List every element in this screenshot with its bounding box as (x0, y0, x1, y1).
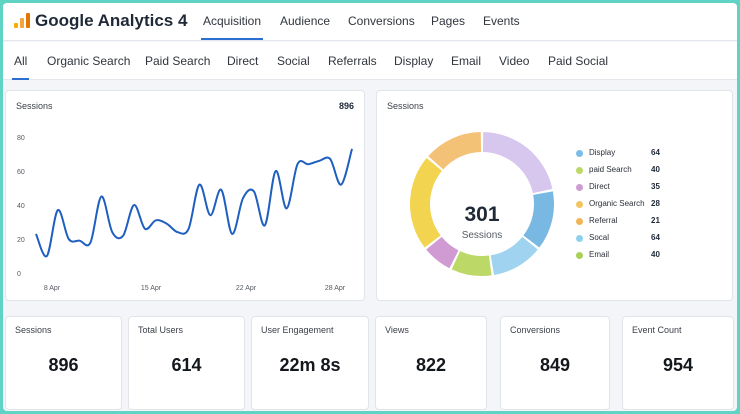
metric-value: 22m 8s (279, 355, 341, 375)
metric-label: User Engagement (261, 325, 334, 335)
metric-value: 849 (539, 355, 571, 375)
metric-label: Total Users (138, 325, 184, 335)
app-title: Google Analytics 4 (35, 11, 188, 30)
donut-slice-referral (426, 236, 459, 269)
tab-acquisition[interactable]: Acquisition (200, 14, 264, 40)
metric-card-sessions: Sessions 896 (5, 316, 122, 410)
sessions-donut-card: Sessions 301 Sessions Display 64 paid Sear… (376, 90, 733, 301)
legend-value: 21 (651, 216, 660, 225)
filter-video[interactable]: Video (499, 54, 530, 68)
legend-swatch (576, 235, 583, 242)
legend-value: 40 (651, 165, 660, 174)
line-card-title: Sessions (16, 101, 53, 111)
filter-paid-social[interactable]: Paid Social (548, 54, 609, 68)
legend-swatch (576, 150, 583, 157)
legend-value: 28 (651, 199, 660, 208)
legend-swatch (576, 167, 583, 174)
legend-label: Referral (589, 216, 618, 225)
filter-paid-search[interactable]: Paid Search (145, 54, 211, 68)
metric-card-conversions: Conversions 849 (500, 316, 610, 410)
legend-item: Socal 64 (576, 232, 706, 246)
legend-swatch (576, 201, 583, 208)
legend-value: 64 (651, 148, 660, 157)
metric-value: 954 (662, 355, 694, 375)
y-tick-label: 60 (17, 169, 25, 176)
x-tick-label: 15 Apr (141, 285, 162, 292)
y-tick-label: 40 (17, 203, 25, 210)
legend-item: Referral 21 (576, 215, 706, 229)
legend-swatch (576, 184, 583, 191)
filter-direct[interactable]: Direct (227, 54, 259, 68)
donut-slice-direct (490, 236, 538, 275)
metric-label: Views (385, 325, 409, 335)
legend-label: Display (589, 148, 616, 157)
tab-audience[interactable]: Audience (280, 14, 331, 28)
metric-label: Sessions (15, 325, 52, 335)
filter-all[interactable]: All (11, 54, 30, 80)
donut-card-title: Sessions (387, 101, 424, 111)
filter-email[interactable]: Email (451, 54, 482, 68)
tab-pages[interactable]: Pages (431, 14, 466, 28)
sessions-series-line (35, 148, 353, 258)
legend-value: 40 (651, 250, 660, 259)
legend-item: paid Search 40 (576, 164, 706, 178)
donut-center-value: 301 (464, 203, 500, 226)
legend-label: Organic Search (589, 199, 645, 208)
legend-value: 35 (651, 182, 660, 191)
donut-slice-email (428, 132, 482, 170)
sessions-line-chart: 0 20 40 60 80 8 Apr 15 Apr 22 Apr 28 Apr (17, 135, 353, 292)
legend-swatch (576, 252, 583, 259)
metric-label: Conversions (510, 325, 561, 335)
metric-value: 614 (171, 355, 202, 375)
sessions-line-card: Sessions 896 0 20 40 60 80 8 Apr 15 Apr 22 Apr 2… (5, 90, 365, 301)
y-tick-label: 0 (17, 271, 21, 278)
filter-organic-search[interactable]: Organic Search (47, 54, 131, 68)
x-tick-label: 28 Apr (325, 285, 346, 292)
legend-item: Organic Search 28 (576, 198, 706, 212)
filter-social[interactable]: Social (277, 54, 310, 68)
tab-events[interactable]: Events (483, 14, 520, 28)
legend-item: Display 64 (576, 147, 706, 161)
donut-slice-socal (410, 158, 442, 248)
y-tick-label: 80 (17, 135, 25, 142)
tab-conversions[interactable]: Conversions (348, 14, 415, 28)
legend-value: 64 (651, 233, 660, 242)
y-tick-label: 20 (17, 237, 25, 244)
metric-label: Event Count (632, 325, 682, 335)
app-frame: Google Analytics 4 Acquisition Audience … (3, 3, 737, 411)
channel-filter-bar: All Organic Search Paid Search Direct So… (3, 42, 737, 80)
donut-center-label: Sessions (461, 230, 503, 241)
line-card-total: 896 (338, 101, 354, 111)
legend-label: paid Search (589, 165, 632, 174)
legend-swatch (576, 218, 583, 225)
donut-slice-organic-search (451, 251, 492, 276)
filter-referrals[interactable]: Referrals (328, 54, 377, 68)
metric-value: 822 (415, 355, 447, 375)
donut-slice-paid-search (523, 191, 554, 248)
legend-item: Email 40 (576, 249, 706, 263)
metric-value: 896 (48, 355, 79, 375)
donut-slice-display (482, 132, 553, 194)
sessions-donut-chart (410, 132, 554, 276)
legend-label: Socal (589, 233, 610, 242)
filter-display[interactable]: Display (394, 54, 434, 68)
metric-card-event-count: Event Count 954 (622, 316, 734, 410)
legend-item: Direct 35 (576, 181, 706, 195)
x-tick-label: 8 Apr (44, 285, 61, 292)
metric-card-total-users: Total Users 614 (128, 316, 245, 410)
metric-card-user-engagement: User Engagement 22m 8s (251, 316, 369, 410)
donut-legend: Display 64 paid Search 40 Direct 35 Organic Se… (576, 147, 716, 267)
legend-label: Email (589, 250, 610, 259)
top-bar: Google Analytics 4 Acquisition Audience … (3, 3, 737, 41)
analytics-logo-icon (14, 13, 30, 28)
x-tick-label: 22 Apr (236, 285, 257, 292)
donut-wrapper: 301 Sessions (409, 131, 555, 277)
legend-label: Direct (589, 182, 610, 191)
metric-card-views: Views 822 (375, 316, 487, 410)
